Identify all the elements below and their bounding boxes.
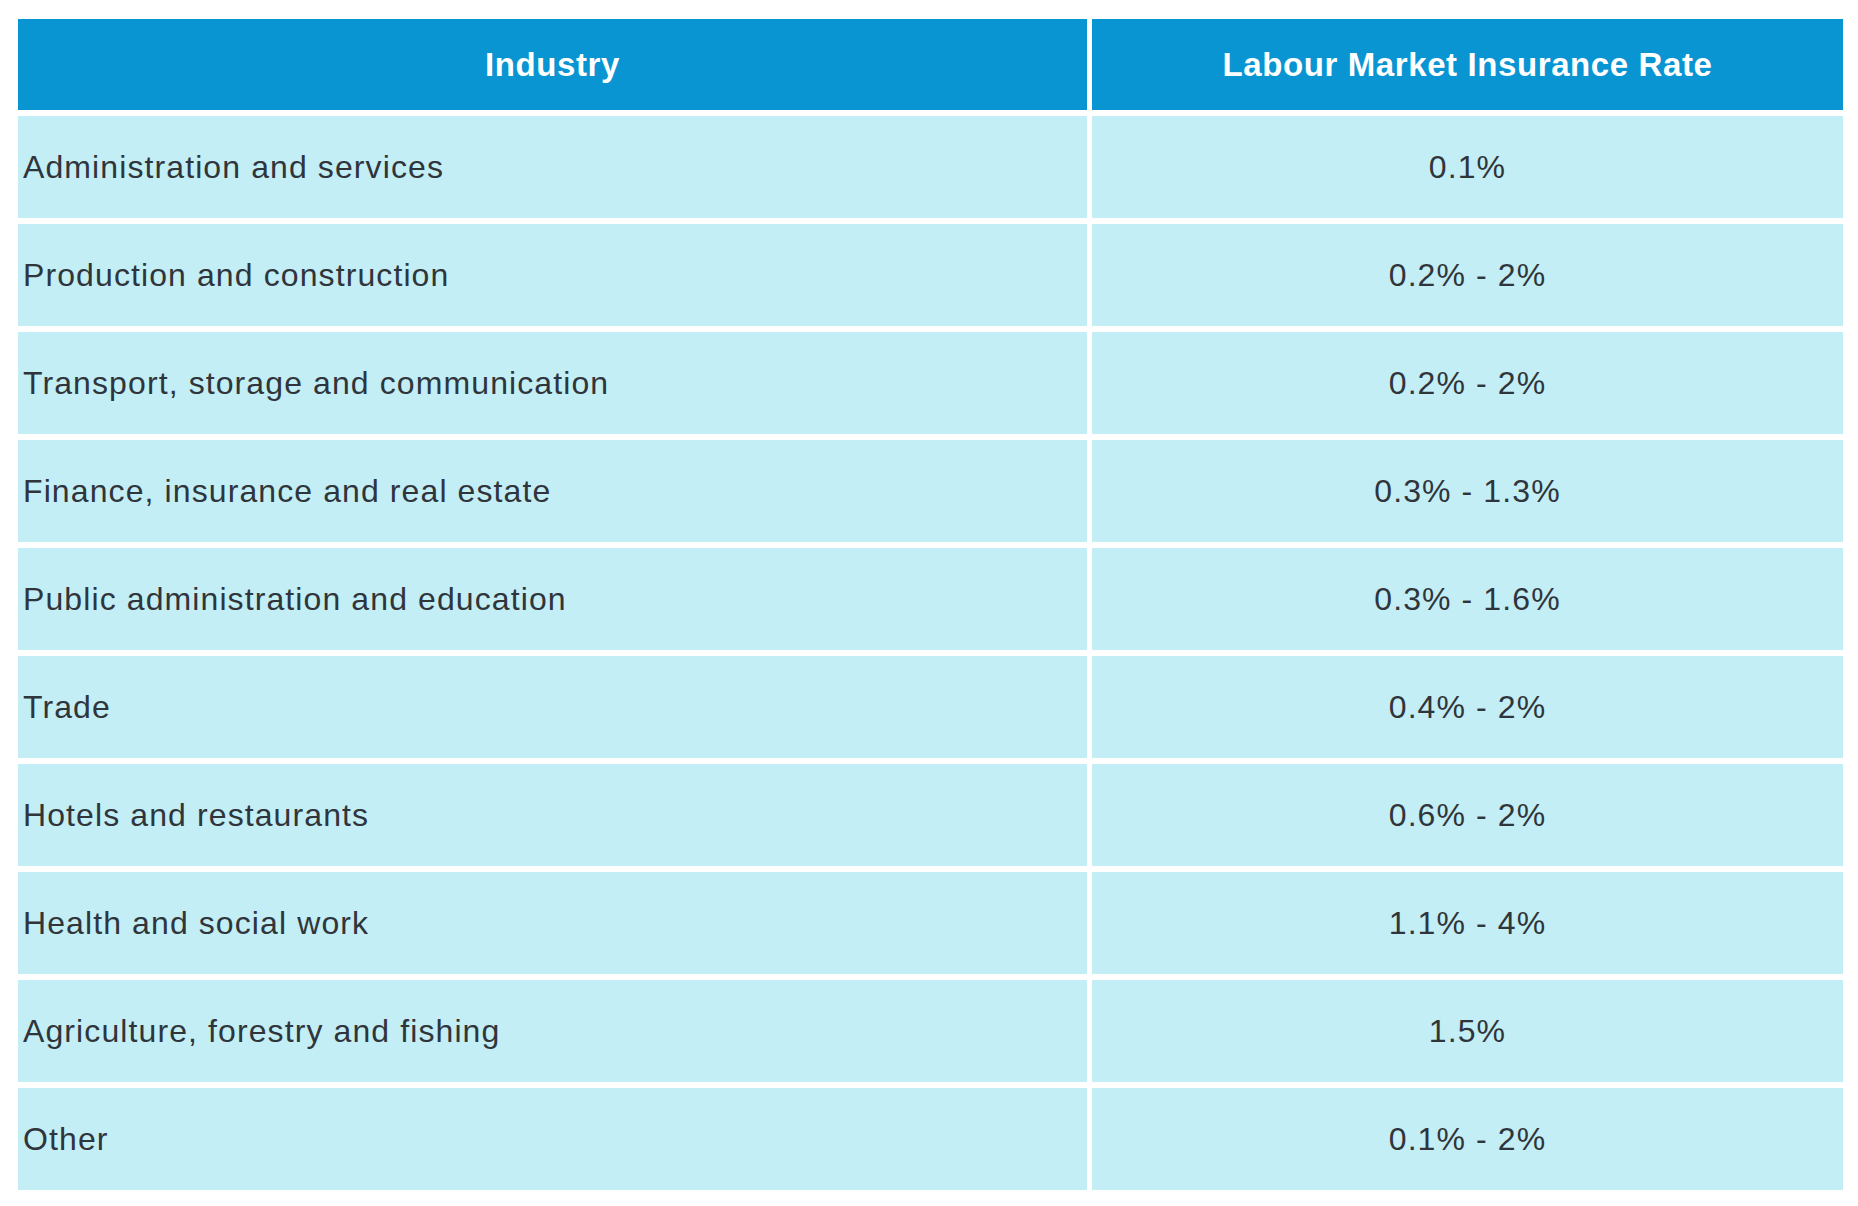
rate-cell: 0.1% - 2% (1092, 1088, 1843, 1190)
industry-cell: Hotels and restaurants (18, 764, 1087, 866)
rate-cell: 0.3% - 1.3% (1092, 440, 1843, 542)
industry-cell: Transport, storage and communication (18, 332, 1087, 434)
rate-cell: 1.1% - 4% (1092, 872, 1843, 974)
rate-cell: 0.1% (1092, 116, 1843, 218)
rate-cell: 0.4% - 2% (1092, 656, 1843, 758)
labour-market-insurance-rate-table: Industry Labour Market Insurance Rate Ad… (18, 19, 1843, 1190)
industry-cell: Agriculture, forestry and fishing (18, 980, 1087, 1082)
rate-cell: 0.6% - 2% (1092, 764, 1843, 866)
rate-cell: 0.2% - 2% (1092, 332, 1843, 434)
column-header-rate: Labour Market Insurance Rate (1092, 19, 1843, 110)
rate-cell: 0.3% - 1.6% (1092, 548, 1843, 650)
industry-cell: Finance, insurance and real estate (18, 440, 1087, 542)
industry-cell: Trade (18, 656, 1087, 758)
industry-cell: Other (18, 1088, 1087, 1190)
rate-cell: 0.2% - 2% (1092, 224, 1843, 326)
industry-cell: Health and social work (18, 872, 1087, 974)
industry-cell: Administration and services (18, 116, 1087, 218)
industry-cell: Public administration and education (18, 548, 1087, 650)
rate-cell: 1.5% (1092, 980, 1843, 1082)
industry-cell: Production and construction (18, 224, 1087, 326)
column-header-industry: Industry (18, 19, 1087, 110)
